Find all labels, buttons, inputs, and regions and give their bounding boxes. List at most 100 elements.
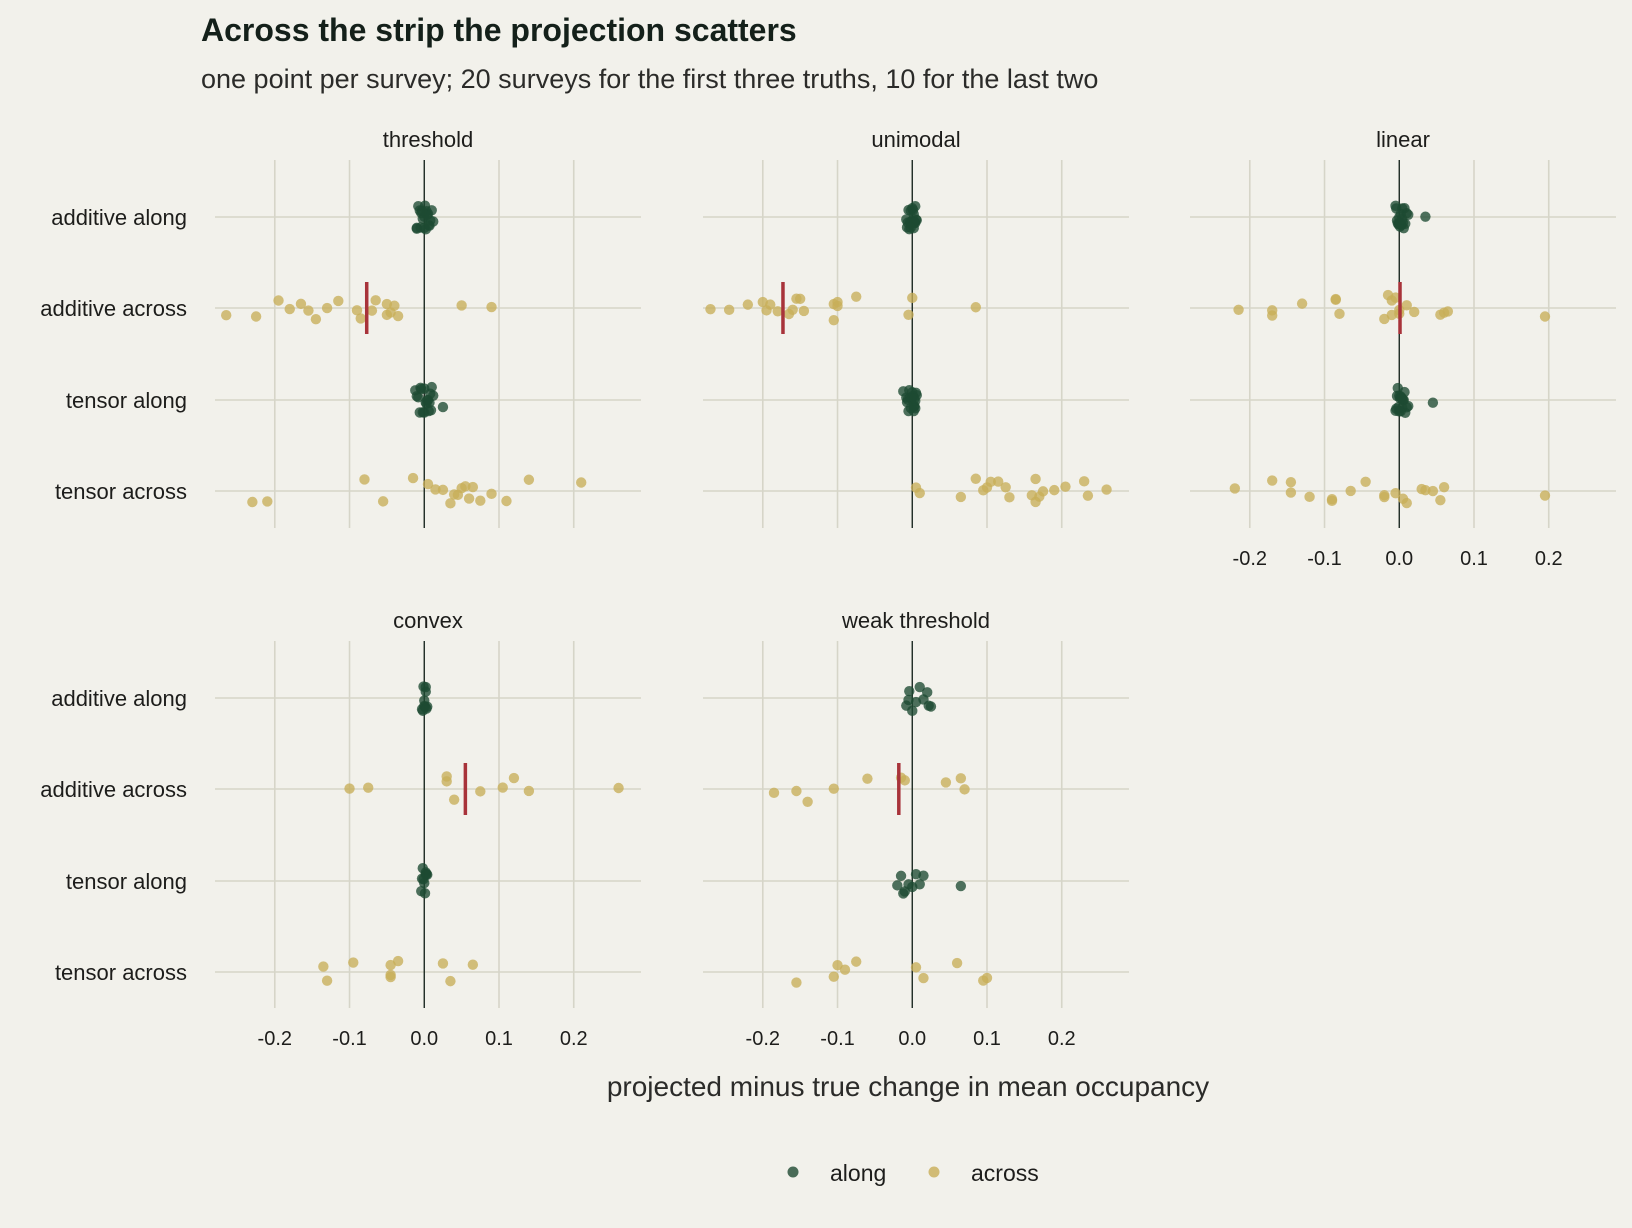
x-tick-label: -0.2 (1233, 548, 1267, 570)
data-point-across (1401, 300, 1412, 311)
data-point-across (250, 311, 262, 322)
data-point-across (1401, 497, 1412, 509)
data-point-across (344, 783, 355, 794)
data-point-across (475, 786, 486, 797)
data-point-along (905, 222, 916, 233)
data-point-along (416, 383, 427, 395)
data-point-across (970, 302, 981, 313)
y-tick-label: tensor across (55, 960, 187, 985)
data-point-across (1101, 484, 1112, 495)
data-point-across (832, 960, 843, 971)
data-point-across (1296, 298, 1308, 309)
x-tick-label: -0.1 (1307, 548, 1341, 570)
data-point-across (768, 787, 780, 799)
data-point-across (828, 783, 839, 794)
x-tick-label: -0.1 (332, 1028, 366, 1050)
data-point-across (333, 295, 344, 307)
data-point-across (955, 773, 967, 784)
data-point-across (851, 956, 862, 967)
data-point-across (247, 496, 258, 508)
data-point-across (523, 785, 535, 797)
data-point-across (359, 474, 370, 485)
data-point-along (895, 870, 907, 882)
data-point-across (907, 292, 918, 304)
data-point-along (421, 703, 432, 714)
data-point-across (370, 295, 381, 306)
data-point-along (1403, 400, 1414, 412)
data-point-across (993, 476, 1004, 487)
data-point-across (348, 957, 359, 968)
data-point-across (389, 300, 400, 311)
data-point-across (839, 964, 851, 975)
data-point-across (1390, 292, 1401, 303)
data-point-across (951, 957, 963, 969)
data-point-across (1435, 494, 1446, 506)
legend-label-across: across (971, 1160, 1039, 1186)
data-point-across (1078, 476, 1090, 487)
data-point-along (416, 205, 428, 217)
data-point-across (1229, 483, 1241, 494)
data-point-across (1000, 482, 1011, 493)
data-point-across (463, 493, 475, 504)
data-point-across (321, 975, 333, 986)
data-point-along (1397, 393, 1408, 404)
data-point-across (1409, 306, 1420, 318)
data-point-across (828, 971, 839, 982)
legend: along across (787, 1160, 1039, 1186)
data-point-across (787, 304, 798, 315)
data-point-across (422, 478, 434, 490)
data-point-along (420, 681, 431, 693)
y-tick-label: additive along (51, 686, 187, 711)
data-point-along (922, 687, 933, 698)
y-tick-label: tensor along (66, 869, 187, 894)
data-point-along (955, 880, 967, 892)
data-point-across (1233, 304, 1244, 315)
data-point-across (832, 300, 843, 312)
data-point-along (918, 870, 929, 881)
data-point-across (392, 310, 404, 322)
data-point-across (385, 959, 396, 971)
data-point-across (794, 293, 806, 305)
data-point-across (970, 473, 981, 484)
data-point-across (1539, 311, 1551, 322)
data-point-across (1334, 308, 1345, 320)
data-point-across (772, 306, 783, 317)
data-point-along (1391, 203, 1402, 214)
x-axis-label: projected minus true change in mean occu… (607, 1071, 1209, 1102)
data-point-across (1304, 491, 1315, 503)
data-point-along (914, 879, 925, 890)
data-point-across (1379, 491, 1390, 503)
data-point-across (475, 495, 486, 506)
data-point-along (914, 681, 925, 693)
x-tick-label: 0.1 (1460, 548, 1488, 570)
data-point-across (1345, 485, 1356, 497)
x-tick-label: 0.2 (1048, 1028, 1076, 1050)
data-point-across (910, 962, 922, 973)
panel-title: linear (1376, 127, 1430, 152)
x-tick-label: -0.2 (258, 1028, 292, 1050)
data-point-along (419, 888, 431, 899)
panel-weak-threshold: weak threshold -0.2 -0.1 0.0 0.1 0.2 (703, 608, 1129, 1050)
data-point-across (1030, 473, 1041, 485)
x-tick-label: 0.2 (560, 1028, 588, 1050)
data-point-across (486, 301, 497, 313)
data-point-along (420, 397, 431, 408)
data-point-across (508, 772, 520, 784)
data-point-along (416, 873, 428, 884)
panel-unimodal: unimodal (703, 127, 1129, 528)
data-point-across (959, 784, 970, 795)
data-point-across (903, 309, 914, 321)
data-point-across (437, 484, 449, 496)
data-point-along (907, 705, 918, 717)
data-point-across (981, 972, 993, 984)
data-point-across (791, 785, 802, 797)
chart-subtitle: one point per survey; 20 surveys for the… (201, 64, 1099, 94)
data-point-along (411, 223, 422, 234)
data-point-along (909, 393, 920, 404)
data-point-across (351, 305, 363, 316)
data-point-across (385, 971, 396, 983)
data-point-across (1004, 492, 1015, 503)
data-point-along (1427, 397, 1439, 408)
data-point-across (221, 309, 232, 321)
data-point-across (1360, 476, 1371, 487)
